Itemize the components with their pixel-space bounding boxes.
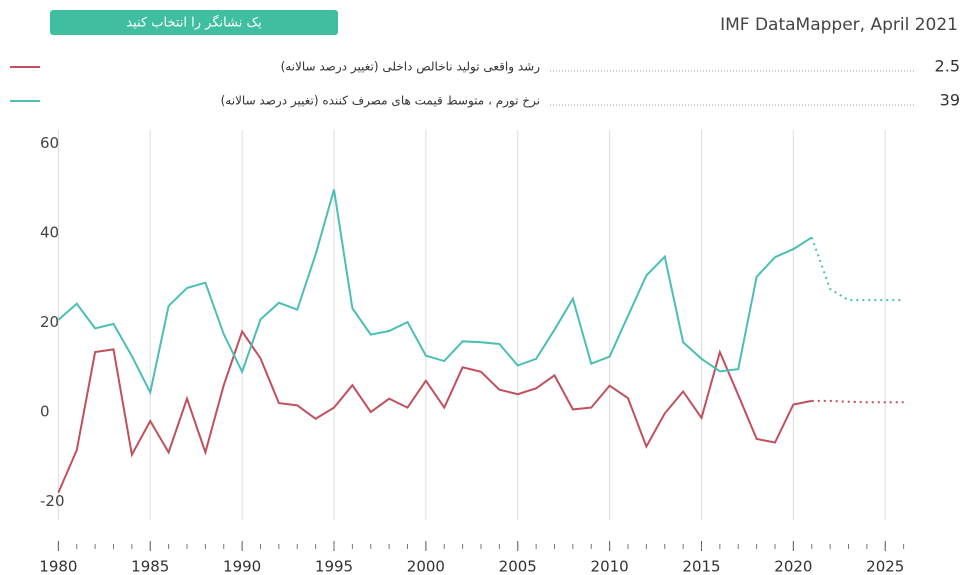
legend-value: 2.5 — [935, 57, 960, 76]
legend-label: نرخ تورم ، متوسط قیمت های مصرف کننده (تغ… — [221, 94, 540, 109]
source: IMF DataMapper, April 2021 — [720, 15, 958, 35]
legend-label: رشد واقعی تولید ناخالص داخلی (تغییر درصد… — [281, 60, 541, 75]
legend-value: 39 — [940, 91, 960, 110]
series-line — [57, 189, 813, 396]
y-tick-label: -20 — [40, 492, 65, 510]
x-tick-label: 1995 — [315, 558, 353, 575]
y-tick-label: 60 — [40, 134, 59, 152]
y-tick-label: 20 — [40, 313, 59, 331]
x-tick-label: 2005 — [499, 558, 537, 575]
button-label[interactable]: یک نشانگر را انتخاب کنید — [126, 15, 262, 31]
x-tick-label: 1985 — [131, 558, 169, 575]
y-tick-label: 0 — [40, 403, 50, 421]
x-tick-label: 2000 — [407, 558, 445, 575]
projection-line — [810, 237, 904, 302]
x-tick-label: 1990 — [223, 558, 261, 575]
projection-line — [811, 399, 904, 404]
x-tick-label: 2010 — [591, 558, 629, 575]
x-tick-label: 2015 — [682, 558, 720, 575]
indicator-button[interactable] — [50, 10, 338, 35]
x-tick-label: 2020 — [774, 558, 812, 575]
x-tick-label: 2025 — [866, 558, 904, 575]
y-tick-label: 40 — [40, 223, 59, 241]
x-tick-label: 1980 — [39, 558, 77, 575]
series-line — [57, 329, 812, 494]
